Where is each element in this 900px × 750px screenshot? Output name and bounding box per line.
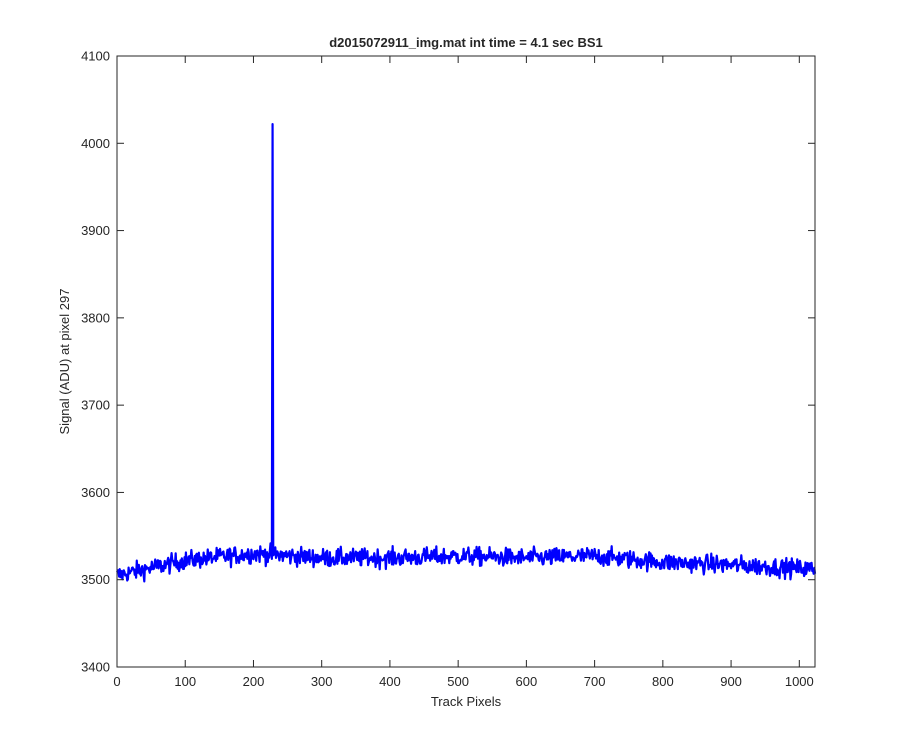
y-tick-label: 3600	[81, 485, 110, 500]
y-tick-label: 4100	[81, 49, 110, 64]
x-tick-label: 1000	[785, 674, 814, 689]
x-tick-label: 400	[379, 674, 401, 689]
x-tick-label: 900	[720, 674, 742, 689]
plot-area: 0 100 200 300 400 500 600 700 800 900 1000 3400 350…	[81, 49, 817, 689]
y-axis-label: Signal (ADU) at pixel 297	[57, 289, 72, 435]
y-tick-label: 3500	[81, 572, 110, 587]
x-tick-label: 700	[584, 674, 606, 689]
y-tick-label: 3700	[81, 398, 110, 413]
y-tick-label: 3900	[81, 223, 110, 238]
chart-title: d2015072911_img.mat int time = 4.1 sec B…	[329, 35, 603, 50]
y-tick-label: 4000	[81, 136, 110, 151]
y-tick-label: 3800	[81, 310, 110, 325]
x-axis-label: Track Pixels	[431, 694, 502, 709]
axes-frame	[116, 55, 816, 668]
y-tick-label: 3400	[81, 660, 110, 675]
x-tick-label: 300	[311, 674, 333, 689]
x-tick-label: 100	[174, 674, 196, 689]
x-axis-ticks: 0 100 200 300 400 500 600 700 800 900 1000	[113, 56, 814, 689]
axes-box	[117, 56, 815, 667]
x-tick-label: 500	[447, 674, 469, 689]
x-tick-label: 0	[113, 674, 120, 689]
x-tick-label: 800	[652, 674, 674, 689]
series-line	[116, 122, 817, 583]
x-tick-label: 600	[516, 674, 538, 689]
y-axis-ticks: 3400 3500 3600 3700 3800 3900 4000 4100	[81, 49, 815, 675]
x-tick-label: 200	[243, 674, 265, 689]
